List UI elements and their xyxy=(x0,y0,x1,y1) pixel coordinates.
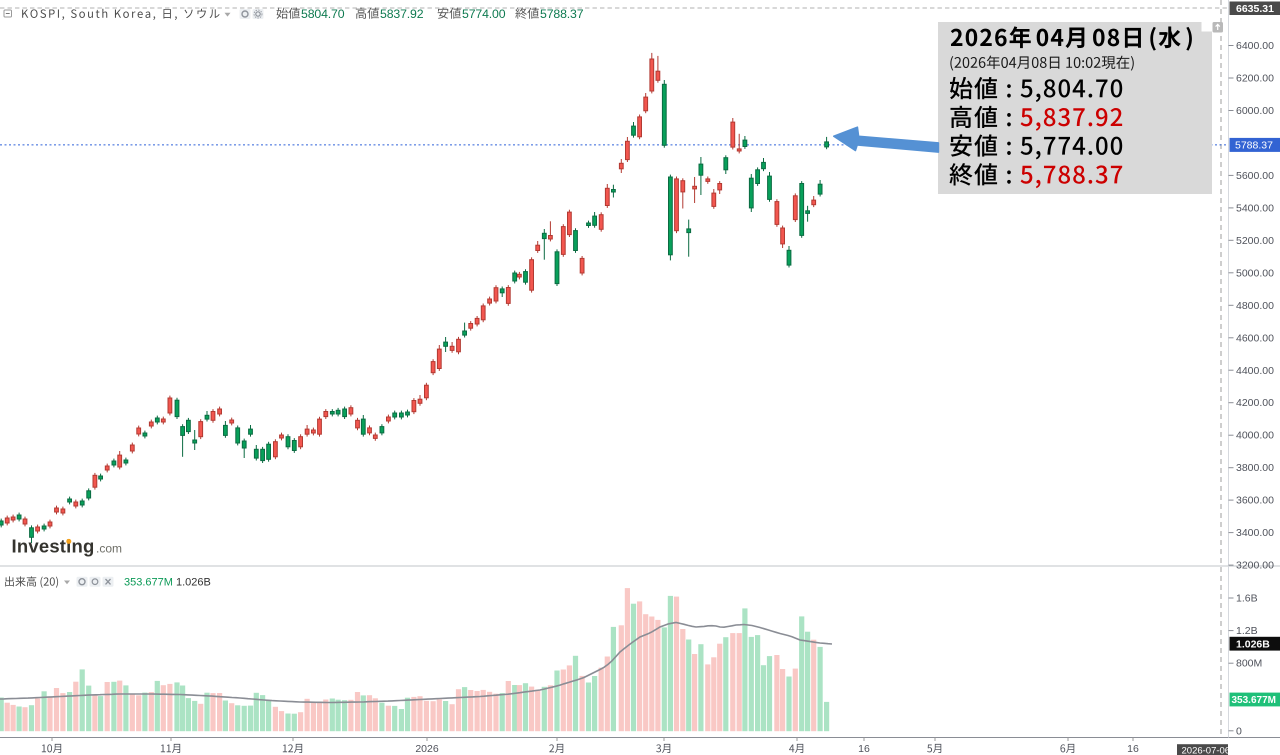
svg-text:5788.37: 5788.37 xyxy=(540,7,584,21)
svg-text:6200.00: 6200.00 xyxy=(1236,73,1274,85)
svg-text:4400.00: 4400.00 xyxy=(1236,365,1274,377)
svg-text:5774.00: 5774.00 xyxy=(462,7,506,21)
svg-text:16: 16 xyxy=(1127,743,1139,755)
svg-text:353.677M: 353.677M xyxy=(1232,695,1276,706)
svg-text:5200.00: 5200.00 xyxy=(1236,235,1274,247)
svg-text:5788.37: 5788.37 xyxy=(1235,140,1273,152)
svg-text:5837.92: 5837.92 xyxy=(380,7,424,21)
svg-text:6635.31: 6635.31 xyxy=(1236,3,1274,15)
svg-text:353.677M: 353.677M xyxy=(124,577,173,589)
svg-text:2026-07-06: 2026-07-06 xyxy=(1182,745,1231,755)
svg-text:4800.00: 4800.00 xyxy=(1236,300,1274,312)
svg-text:5000.00: 5000.00 xyxy=(1236,267,1274,279)
svg-text:5400.00: 5400.00 xyxy=(1236,202,1274,214)
svg-text:.com: .com xyxy=(96,542,122,556)
svg-text:800M: 800M xyxy=(1236,658,1262,670)
svg-text:4200.00: 4200.00 xyxy=(1236,397,1274,409)
svg-text:0: 0 xyxy=(1236,725,1242,737)
svg-text:3200.00: 3200.00 xyxy=(1236,560,1274,572)
svg-text:16: 16 xyxy=(858,743,870,755)
svg-text:3400.00: 3400.00 xyxy=(1236,527,1274,539)
svg-text:5804.70: 5804.70 xyxy=(301,7,345,21)
svg-text:1.026B: 1.026B xyxy=(1236,638,1270,650)
svg-text:6400.00: 6400.00 xyxy=(1236,40,1274,52)
svg-text:6000.00: 6000.00 xyxy=(1236,105,1274,117)
svg-text:1.026B: 1.026B xyxy=(176,577,211,589)
svg-text:2026: 2026 xyxy=(415,743,439,755)
svg-text:3800.00: 3800.00 xyxy=(1236,462,1274,474)
svg-text:5600.00: 5600.00 xyxy=(1236,170,1274,182)
svg-text:4600.00: 4600.00 xyxy=(1236,332,1274,344)
svg-text:3600.00: 3600.00 xyxy=(1236,495,1274,507)
svg-text:4000.00: 4000.00 xyxy=(1236,430,1274,442)
svg-text:1.6B: 1.6B xyxy=(1236,593,1258,605)
svg-text:Investing: Investing xyxy=(12,536,95,557)
svg-text:1.2B: 1.2B xyxy=(1236,625,1258,637)
